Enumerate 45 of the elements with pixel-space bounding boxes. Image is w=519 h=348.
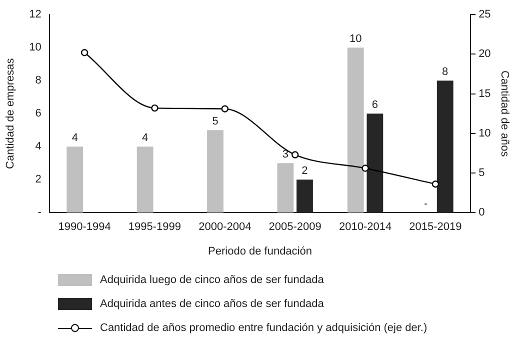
data-label: 4	[142, 132, 148, 144]
data-label: 10	[350, 33, 362, 46]
data-label: 5	[212, 116, 218, 128]
point	[221, 105, 229, 112]
point	[80, 49, 88, 56]
y-tick-label: 4	[35, 140, 42, 153]
legend-label: Adquirida luego de cinco años de ser fundada	[100, 274, 324, 286]
bar	[136, 146, 154, 213]
y-tick-label: 10	[29, 42, 42, 54]
y-axis-title: Cantidad de empresas	[4, 58, 17, 169]
data-label: 6	[372, 99, 378, 112]
x-tick-label: 2015-2019	[409, 221, 462, 234]
y2-tick-label: 20	[478, 48, 491, 60]
legend-label: Cantidad de años promedio entre fundación y adquisición (eje der.)	[100, 322, 428, 334]
y2-axis-title: Cantidad de años	[498, 70, 510, 158]
bar	[277, 163, 294, 213]
legend-label: Adquirida antes de cinco años de ser fundada	[100, 298, 324, 310]
point	[362, 164, 369, 172]
y-tick-label: 12	[29, 8, 42, 21]
data-label: 2	[302, 165, 308, 178]
x-tick-label: 1995-1999	[128, 221, 182, 234]
y2-tick-label: 5	[478, 167, 485, 180]
data-label: 8	[442, 66, 448, 78]
y2-tick-label: 25	[478, 8, 491, 21]
x-tick-label: 1990-1994	[58, 221, 111, 234]
x-axis-title: Periodo de fundación	[208, 245, 312, 258]
point	[432, 180, 440, 188]
data-label: 3	[282, 148, 289, 161]
bar	[207, 130, 224, 213]
y-tick-label: 6	[35, 108, 42, 120]
bar	[66, 146, 84, 213]
y2-tick-label: 10	[478, 127, 491, 140]
x-tick-label: 2010-2014	[338, 221, 392, 234]
point	[151, 104, 158, 112]
y2-tick-label: 0	[478, 206, 485, 219]
point	[291, 151, 299, 158]
data-label: -	[424, 198, 428, 210]
y-tick-label: 8	[35, 74, 42, 87]
y-tick-label: -	[38, 206, 42, 219]
y-tick-label: 2	[35, 174, 42, 186]
data-label: 4	[72, 132, 78, 144]
bar	[347, 48, 364, 213]
x-tick-label: 2000-2004	[198, 221, 252, 234]
x-tick-label: 2005-2009	[268, 221, 322, 234]
y2-tick-label: 15	[478, 88, 491, 100]
